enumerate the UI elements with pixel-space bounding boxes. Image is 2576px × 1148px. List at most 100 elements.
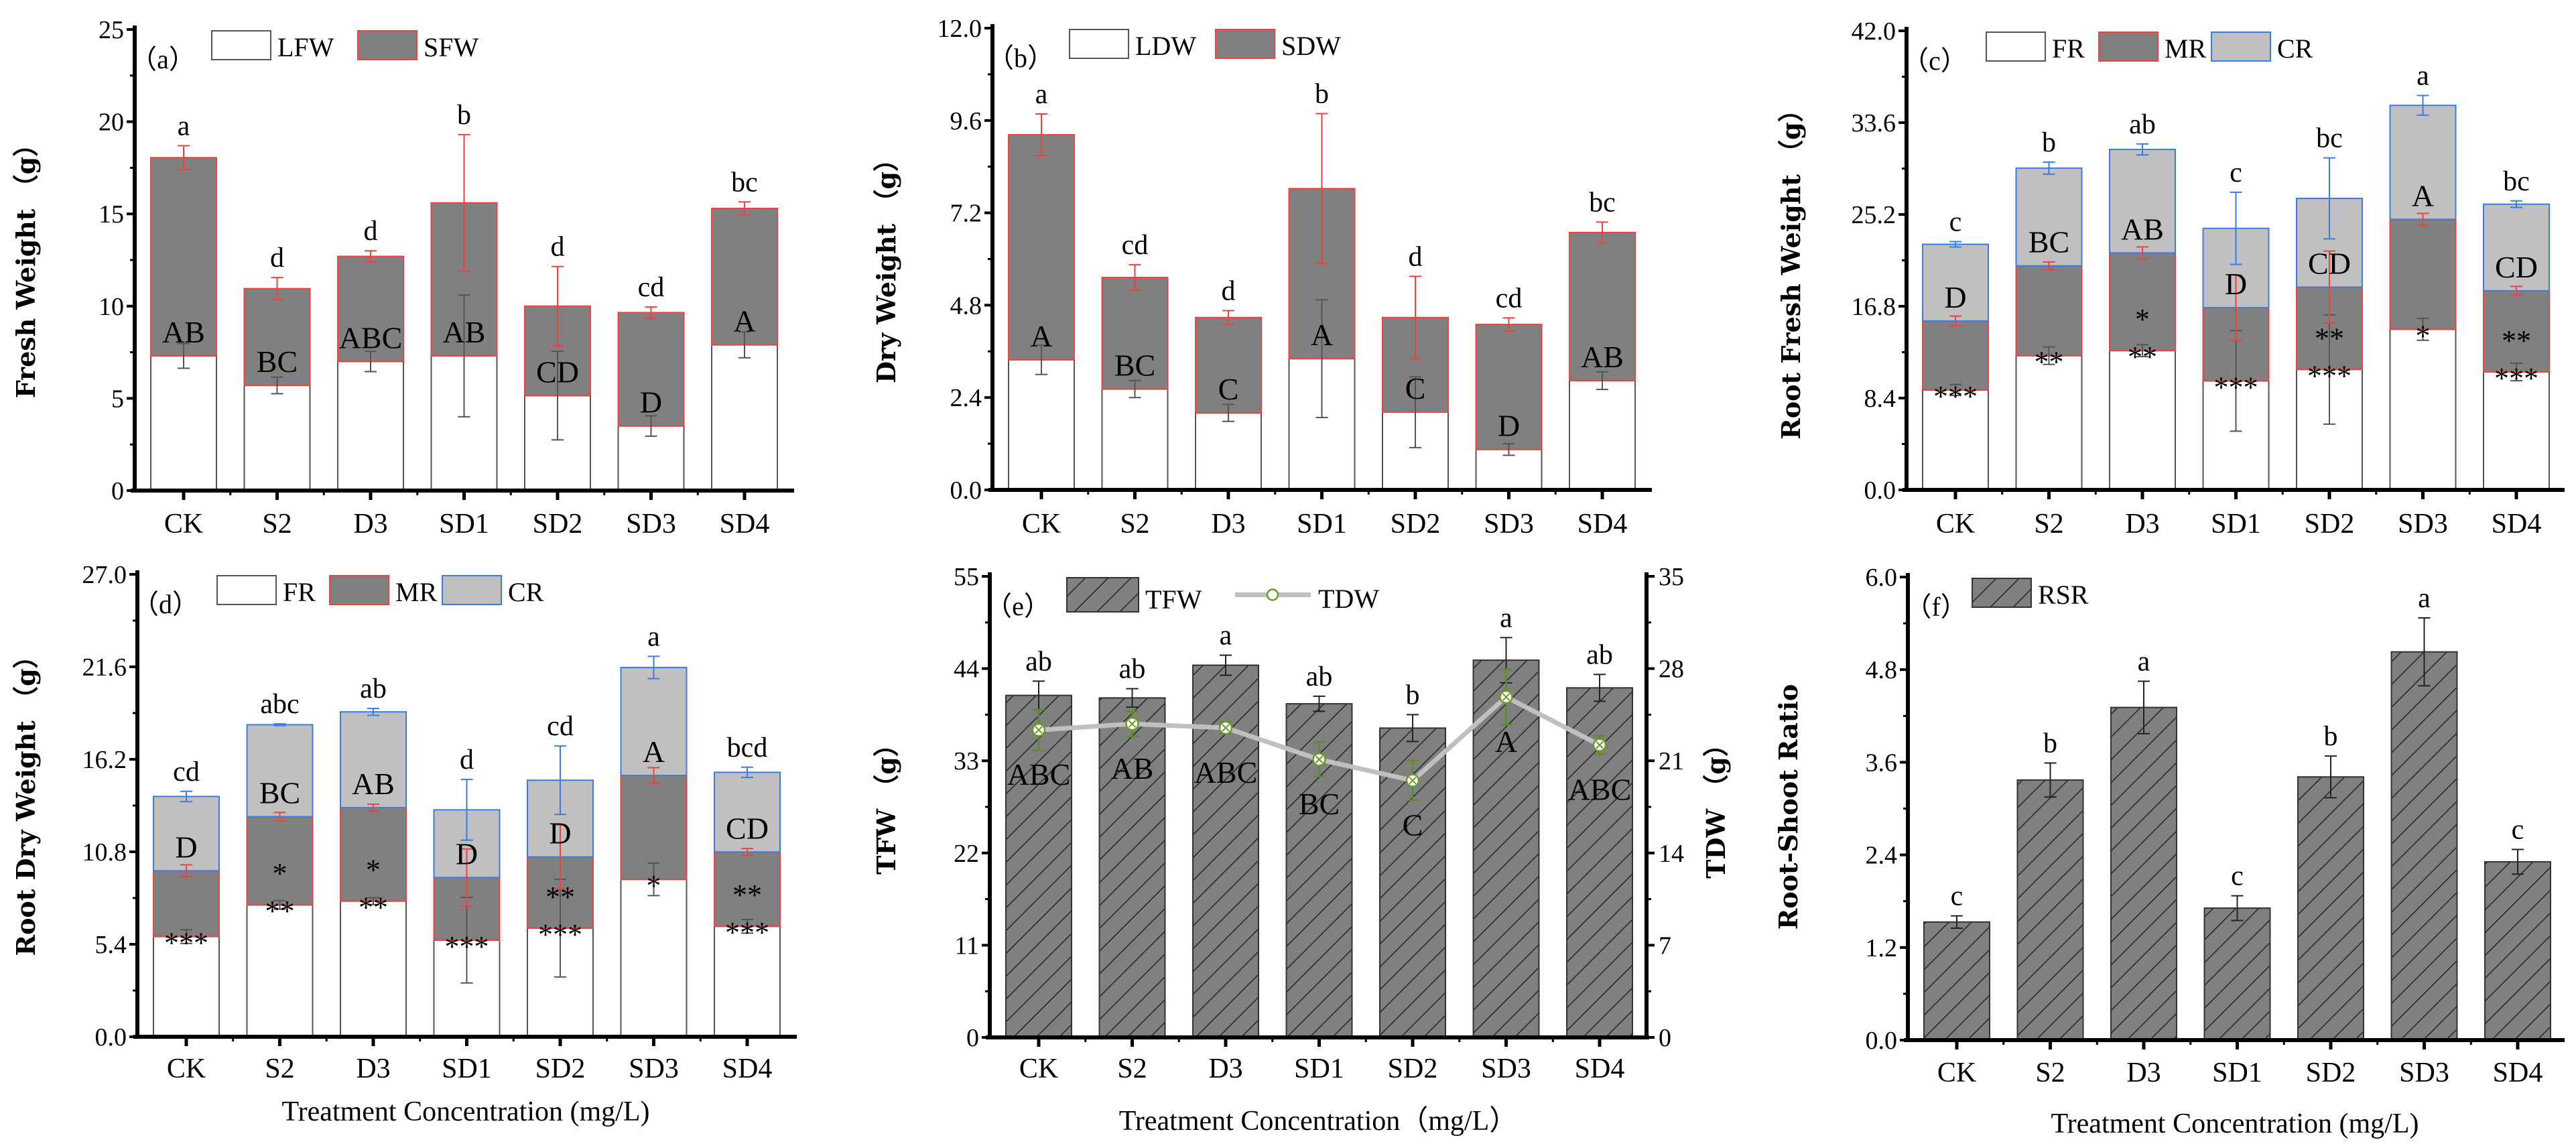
legend-label: MR — [395, 577, 438, 607]
point-marker-cross — [1409, 776, 1417, 785]
y-axis-label: Fresh Weight （g） — [11, 131, 41, 399]
letter-lowercase: cd — [1496, 283, 1523, 314]
bar-sfw-ck — [150, 157, 217, 357]
bar-rsr-ck — [1923, 921, 1990, 1041]
bar-mr-sd4 — [2483, 290, 2550, 373]
bar-sfw-d3 — [337, 255, 404, 363]
legend-swatch-ldw — [1069, 29, 1129, 59]
legend-label: FR — [2052, 34, 2085, 64]
bar-fr-ck — [153, 936, 220, 1037]
letter-lowercase: a — [2138, 646, 2150, 677]
panel-f: 0.0 1.2 2.4 3.6 4.8 6.0 CK S2 D3 SD1 SD2 SD3 SD4 Root… — [1773, 564, 2565, 1139]
legend-label: RSR — [2038, 580, 2089, 610]
panel-d: 0.0 5.4 10.8 16.2 21.6 27.0 CK S2 D3 SD1 SD2 SD3 SD4… — [11, 561, 797, 1127]
letter-lowercase: bc — [1589, 187, 1616, 218]
x-tick-label: CK — [167, 1054, 206, 1084]
bar-fr-s2 — [246, 904, 314, 1037]
y-tick-label: 8.4 — [1864, 385, 1896, 413]
letter-uppercase: D — [175, 830, 197, 864]
x-tick-label: SD3 — [626, 509, 676, 539]
x-axis-label: Treatment Concentration（mg/L） — [1119, 1106, 1518, 1137]
letter-uppercase: D — [2225, 267, 2247, 301]
x-tick-label: SD4 — [720, 509, 770, 539]
legend-label: TFW — [1145, 584, 1202, 615]
bar-cr-d3 — [2109, 148, 2176, 254]
letter-lowercase: d — [1222, 275, 1236, 306]
error-bars — [180, 655, 753, 984]
x-axis-label: Treatment Concentration (mg/L) — [2051, 1108, 2419, 1139]
bar-lfw-sd4 — [711, 344, 778, 491]
x-tick-label: SD3 — [629, 1054, 679, 1084]
letter-uppercase: A — [1030, 319, 1052, 353]
significance-stars: *** — [538, 918, 582, 951]
x-tick-label: SD1 — [2212, 1058, 2262, 1088]
y-tick-label: 0.0 — [95, 1023, 127, 1051]
bar-sdw-s2 — [1101, 277, 1169, 390]
legend-swatch-sfw — [357, 30, 417, 60]
letter-uppercase: C — [1405, 371, 1426, 405]
x-tick-label: CK — [164, 509, 203, 539]
point-marker-cross — [1596, 741, 1604, 749]
letter-lowercase: cd — [173, 757, 200, 787]
bar-rsr-sd2 — [2297, 776, 2364, 1041]
axes: 0.0 8.4 16.8 25.2 33.6 42.0 CK S2 D3 SD1 SD2 SD3 SD4 — [1852, 17, 2565, 539]
legend-label: LDW — [1135, 31, 1196, 61]
y-tick-label: 10.8 — [82, 838, 127, 867]
bar-mr-s2 — [246, 816, 314, 906]
axes: 0 11 22 33 44 55 0 7 14 21 28 35 CK S2 D3 SD1 SD2 SD3 SD4 — [954, 563, 1684, 1084]
legend-swatch-cr — [442, 575, 502, 605]
y-axis-label: Root Dry Weight （g） — [11, 643, 41, 956]
significance-stars: ** — [2502, 324, 2531, 357]
panel-e: 0 11 22 33 44 55 0 7 14 21 28 35 CK S2 D3 SD1 SD2 SD3 SD4 T… — [871, 563, 1731, 1137]
letter-lowercase: a — [647, 621, 660, 652]
letter-uppercase: ABC — [1568, 773, 1632, 807]
letter-uppercase: AB — [2121, 212, 2164, 246]
x-tick-label: SD3 — [1484, 509, 1534, 539]
letter-uppercase: BC — [2028, 225, 2069, 259]
y-tick-label: 22 — [954, 840, 979, 868]
y-tick-label: 44 — [954, 655, 979, 684]
y-tick-label: 0.0 — [950, 476, 982, 505]
letter-uppercase: C — [1403, 808, 1423, 842]
letter-lowercase: c — [2231, 861, 2244, 892]
significance-stars: *** — [445, 930, 489, 963]
x-tick-label: D3 — [2125, 509, 2159, 539]
letter-uppercase: CD — [2308, 246, 2351, 280]
point-marker-cross — [1128, 720, 1137, 728]
panel-a: 0 5 10 15 20 25 CK S2 D3 SD1 SD2 SD3 SD4 Fresh Weight… — [11, 16, 794, 539]
legend: （c） FR MR CR — [1902, 31, 2313, 76]
letter-uppercase: ABC — [1007, 757, 1071, 791]
x-tick-label: SD2 — [533, 509, 583, 539]
legend-label: TDW — [1318, 584, 1379, 614]
x-tick-label: D3 — [1208, 1054, 1242, 1084]
legend-label: FR — [283, 577, 316, 607]
bar-cr-s2 — [246, 724, 314, 818]
axes: 0 5 10 15 20 25 CK S2 D3 SD1 SD2 SD3 SD4 — [99, 16, 794, 539]
letter-lowercase: abc — [260, 689, 299, 720]
panel-b: 0.0 2.4 4.8 7.2 9.6 12.0 CK S2 D3 SD1 SD2 SD3 SD4 Dry… — [871, 15, 1652, 539]
error-bars — [1031, 637, 1607, 802]
bar-mr-sd3 — [2389, 218, 2457, 330]
bar-lfw-ck — [150, 355, 217, 491]
x-tick-label: D3 — [356, 1054, 390, 1084]
y2-tick-label: 35 — [1659, 563, 1684, 591]
significance-stars: *** — [2214, 371, 2258, 403]
legend-label: LFW — [277, 32, 334, 62]
letter-lowercase: b — [2324, 721, 2338, 752]
legend-swatch-fr — [1986, 31, 2046, 62]
y-tick-label: 55 — [954, 563, 979, 591]
legend-label: SFW — [424, 32, 478, 62]
bar-cr-sd3 — [2389, 105, 2457, 220]
y-tick-label: 25 — [99, 16, 124, 44]
letter-lowercase: a — [2418, 583, 2431, 614]
y-tick-label: 42.0 — [1852, 17, 1896, 46]
letter-uppercase: BC — [257, 344, 298, 379]
x-tick-label: D3 — [2126, 1058, 2161, 1088]
bar-fr-ck — [1922, 389, 1989, 491]
x-tick-label: SD1 — [442, 1054, 492, 1084]
axes: 0.0 5.4 10.8 16.2 21.6 27.0 CK S2 D3 SD1 SD2 SD3 SD4 — [82, 561, 797, 1084]
y-tick-label: 16.8 — [1852, 293, 1896, 321]
letter-uppercase: A — [1311, 318, 1333, 352]
panel-label: （d） — [132, 589, 199, 619]
